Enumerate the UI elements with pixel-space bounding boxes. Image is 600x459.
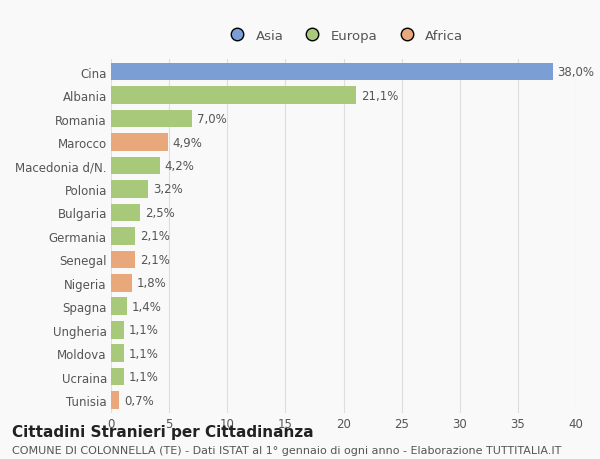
Text: 21,1%: 21,1% [361, 90, 398, 102]
Text: 3,2%: 3,2% [153, 183, 182, 196]
Bar [111, 204, 140, 222]
Text: COMUNE DI COLONNELLA (TE) - Dati ISTAT al 1° gennaio di ogni anno - Elaborazione: COMUNE DI COLONNELLA (TE) - Dati ISTAT a… [12, 445, 562, 455]
Text: 7,0%: 7,0% [197, 113, 227, 126]
Bar [111, 345, 124, 362]
Bar [111, 392, 119, 409]
Text: 2,5%: 2,5% [145, 207, 175, 219]
Text: 1,1%: 1,1% [128, 324, 158, 336]
Bar [111, 228, 136, 245]
Bar [111, 157, 160, 175]
Text: 1,1%: 1,1% [128, 347, 158, 360]
Legend: Asia, Europa, Africa: Asia, Europa, Africa [220, 26, 467, 46]
Text: 2,1%: 2,1% [140, 253, 170, 266]
Text: 2,1%: 2,1% [140, 230, 170, 243]
Bar [111, 274, 132, 292]
Bar [111, 321, 124, 339]
Text: 4,9%: 4,9% [173, 136, 202, 149]
Bar [111, 298, 127, 315]
Text: Cittadini Stranieri per Cittadinanza: Cittadini Stranieri per Cittadinanza [12, 425, 314, 440]
Bar [111, 134, 168, 151]
Text: 1,1%: 1,1% [128, 370, 158, 383]
Bar [111, 181, 148, 198]
Text: 4,2%: 4,2% [164, 160, 194, 173]
Text: 38,0%: 38,0% [557, 66, 595, 79]
Bar [111, 368, 124, 386]
Text: 1,8%: 1,8% [137, 277, 166, 290]
Text: 0,7%: 0,7% [124, 394, 154, 407]
Text: 1,4%: 1,4% [132, 300, 162, 313]
Bar [111, 87, 356, 105]
Bar [111, 251, 136, 269]
Bar [111, 111, 193, 128]
Bar [111, 64, 553, 81]
